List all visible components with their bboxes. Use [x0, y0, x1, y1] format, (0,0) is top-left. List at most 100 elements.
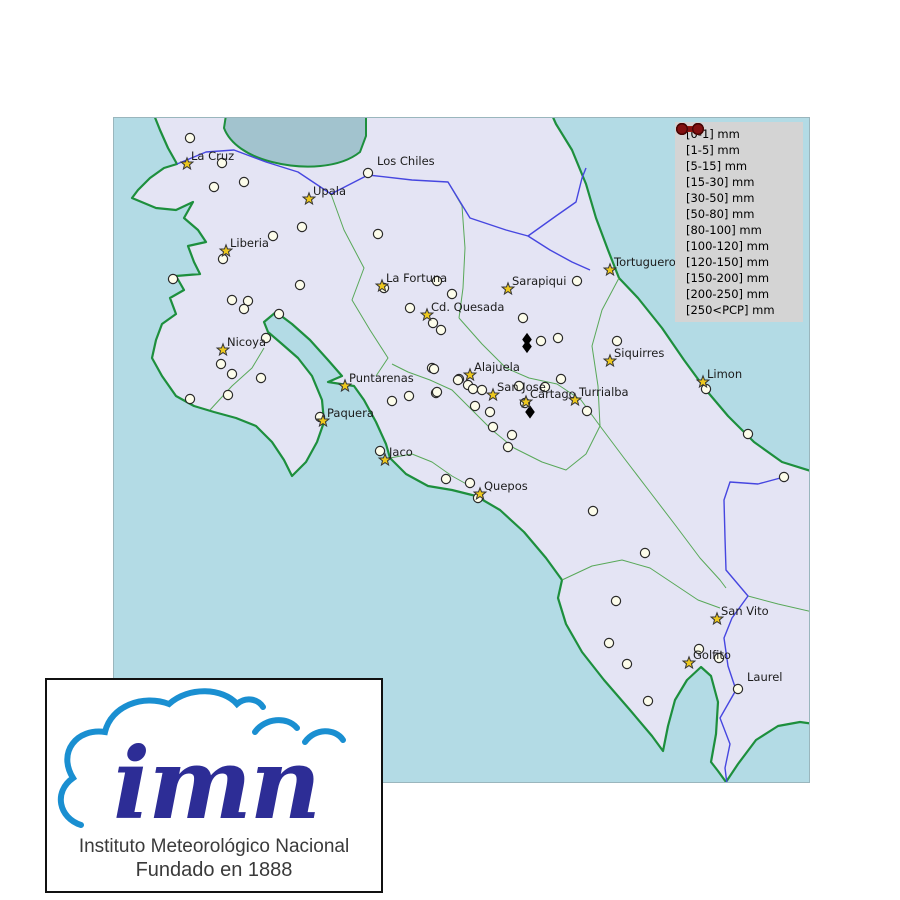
city-label: Laurel [747, 670, 783, 684]
city-star-icon [518, 394, 534, 409]
legend-row: [200-250] mm [676, 123, 799, 302]
station-marker [587, 505, 599, 517]
city-star-icon [695, 374, 711, 389]
rivers-and-borders [176, 149, 785, 782]
city-label: La Cruz [191, 149, 234, 163]
cities-layer: La Cruz Upala Los Chiles Liberia La Fortuna C… [179, 149, 783, 684]
city-star-icon [462, 367, 478, 382]
station-marker [404, 302, 416, 314]
station-marker [440, 473, 452, 485]
legend-row: [15-30] mm [676, 123, 799, 190]
city-star-icon [602, 353, 618, 368]
heavy-station-marker [525, 405, 535, 419]
panama-border [719, 476, 785, 782]
station-marker [238, 176, 250, 188]
legend-row: [5-15] mm [676, 123, 799, 174]
station-marker [238, 303, 250, 315]
imn-acronym: imn [113, 727, 319, 842]
legend-label: [5-15] mm [686, 159, 748, 173]
station-marker [184, 393, 196, 405]
lake-nicaragua [222, 118, 367, 168]
station-marker [610, 595, 622, 607]
station-marker [693, 643, 705, 655]
legend-row: [120-150] mm [676, 123, 799, 270]
station-marker [435, 324, 447, 336]
station-marker [555, 373, 567, 385]
station-marker [208, 181, 220, 193]
station-marker [603, 637, 615, 649]
city-label: Turrialba [578, 385, 629, 399]
city-star-icon [374, 278, 390, 293]
station-marker [294, 279, 306, 291]
station-marker [539, 381, 551, 393]
station-marker [639, 547, 651, 559]
station-marker [552, 332, 564, 344]
heavy-station-marker [522, 332, 532, 354]
city-star-icon [301, 191, 317, 206]
station-marker [386, 395, 398, 407]
station-marker [431, 386, 443, 398]
station-marker [713, 652, 725, 664]
station-marker [732, 683, 744, 695]
logo-founded-text: Fundado en 1888 [136, 859, 293, 881]
station-marker [226, 294, 238, 306]
station-marker [216, 157, 228, 169]
station-marker [446, 288, 458, 300]
station-marker [167, 273, 179, 285]
city-star-icon [215, 342, 231, 357]
legend-label: [150-200] mm [686, 271, 770, 285]
station-marker [467, 383, 479, 395]
city-label: Jaco [388, 445, 413, 459]
station-marker [452, 374, 464, 386]
station-marker [428, 363, 440, 375]
station-marker [215, 358, 227, 370]
station-marker [464, 477, 476, 489]
station-marker [403, 390, 415, 402]
station-marker [476, 384, 488, 396]
city-label: Limon [707, 367, 742, 381]
cloud-icon [57, 688, 346, 828]
station-marker [242, 295, 254, 307]
legend-row: [80-100] mm [676, 123, 799, 238]
city-label: Upala [313, 184, 346, 198]
city-label: Nicoya [227, 335, 266, 349]
city-label: Cd. Quesada [431, 300, 504, 314]
station-marker [362, 167, 374, 179]
legend-label: [15-30] mm [686, 175, 755, 189]
station-marker [535, 335, 547, 347]
city-star-icon [709, 611, 725, 626]
city-label: Siquirres [614, 346, 664, 360]
legend-row: [150-200] mm [676, 123, 799, 286]
city-label: Puntarenas [349, 371, 414, 385]
legend-swatch-icon [676, 123, 704, 135]
city-label: San Jose [497, 380, 546, 394]
city-star-icon [681, 655, 697, 670]
imn-logo-graphic: imn Instituto Meteorológico Nacional Fun… [57, 688, 349, 881]
station-marker [487, 421, 499, 433]
station-marker [374, 445, 386, 457]
station-marker [502, 441, 514, 453]
station-marker [571, 275, 583, 287]
city-star-icon [472, 486, 488, 501]
city-label: Quepos [484, 479, 528, 493]
station-marker [296, 221, 308, 233]
precipitation-map: La Cruz Upala Los Chiles Liberia La Fortuna C… [113, 117, 810, 783]
nicaragua-border-river [176, 149, 587, 237]
station-marker [273, 308, 285, 320]
heavy-stations-layer [522, 332, 535, 419]
legend-row: [30-50] mm [676, 123, 799, 206]
station-marker [226, 368, 238, 380]
city-star-icon [485, 387, 501, 402]
station-marker [255, 372, 267, 384]
legend-label: [100-120] mm [686, 239, 770, 253]
station-marker [222, 389, 234, 401]
station-marker [642, 695, 654, 707]
logo-institute-name: Instituto Meteorológico Nacional [79, 836, 349, 857]
station-marker [513, 380, 525, 392]
legend-label: [1-5] mm [686, 143, 740, 157]
legend-label: [120-150] mm [686, 255, 770, 269]
station-marker [469, 400, 481, 412]
legend-label: [250<PCP] mm [686, 303, 775, 317]
legend-row: [50-80] mm [676, 123, 799, 222]
legend-row: [100-120] mm [676, 123, 799, 254]
